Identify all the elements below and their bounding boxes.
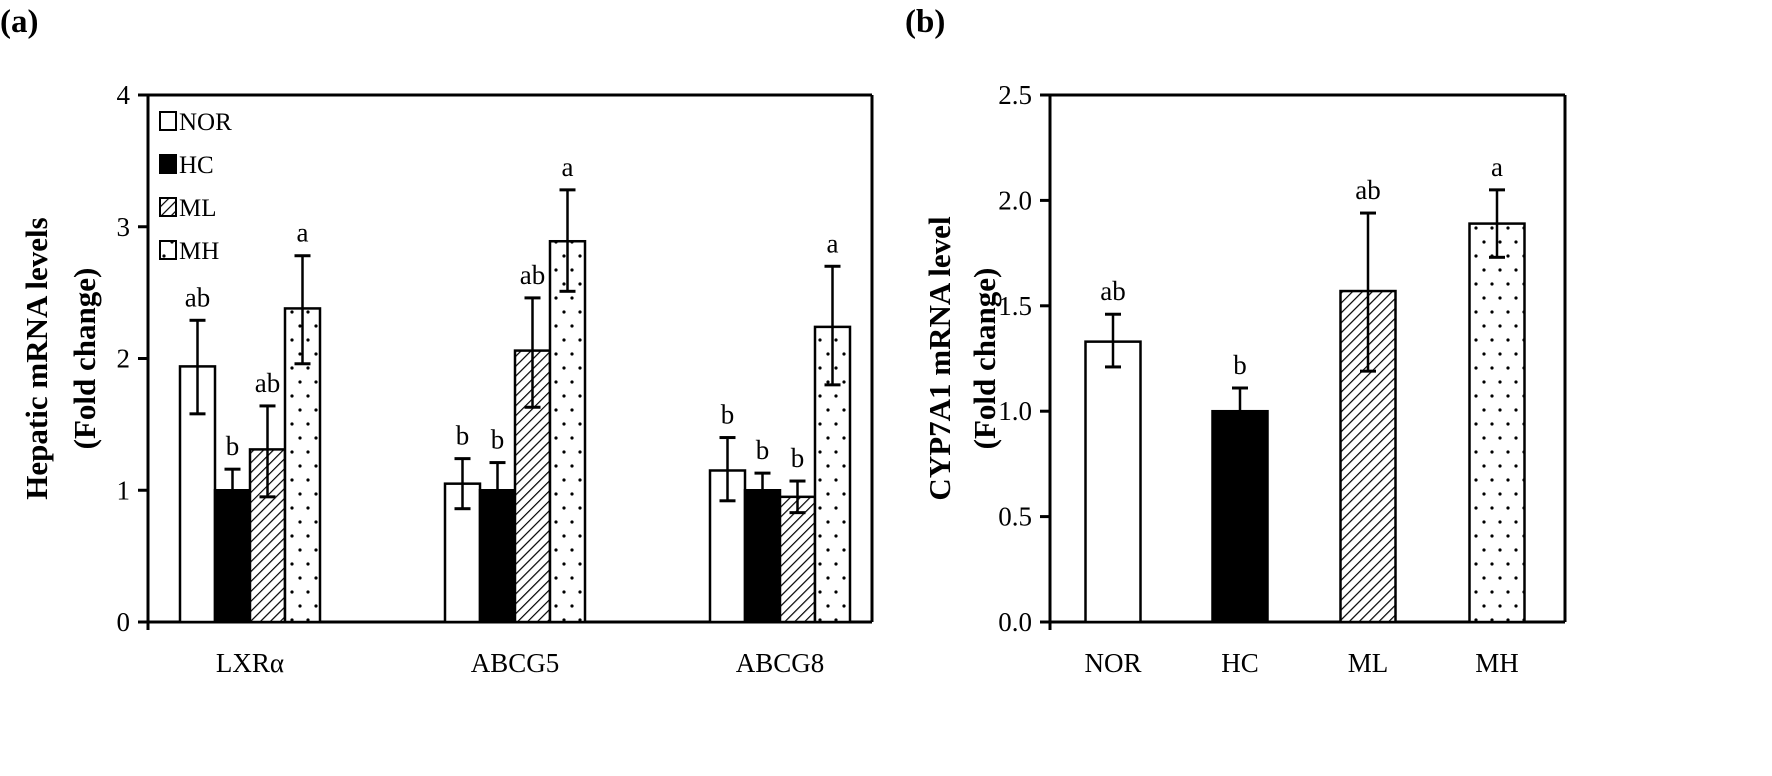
x-category-label: LXRα xyxy=(216,648,284,678)
legend-swatch xyxy=(159,197,177,217)
legend-swatch xyxy=(159,154,177,174)
significance-letter: ab xyxy=(1100,276,1125,306)
significance-letter: b xyxy=(756,435,770,465)
y-axis-title: CYP7A1 mRNA level xyxy=(922,216,957,501)
significance-letter: ab xyxy=(1355,175,1380,205)
y-axis-title-units: (Fold change) xyxy=(67,268,102,450)
bar xyxy=(1084,340,1142,624)
x-category-label: ABCG5 xyxy=(471,648,560,678)
x-category-label: HC xyxy=(1221,648,1259,678)
bar xyxy=(778,495,817,624)
y-tick-label: 3 xyxy=(117,212,131,242)
legend-label: HC xyxy=(179,152,214,179)
x-category-label: MH xyxy=(1475,648,1519,678)
y-tick-label: 0.0 xyxy=(998,607,1032,637)
significance-letter: b xyxy=(721,400,735,430)
y-tick-label: 4 xyxy=(117,80,131,110)
y-tick-label: 2.0 xyxy=(998,185,1032,215)
y-tick-label: 2 xyxy=(117,344,131,374)
y-tick-label: 1.5 xyxy=(998,291,1032,321)
legend-swatch xyxy=(159,111,177,131)
y-tick-label: 0.5 xyxy=(998,502,1032,532)
panel-label: (a) xyxy=(0,4,38,40)
significance-letter: ab xyxy=(185,282,210,312)
x-category-label: ABCG8 xyxy=(736,648,825,678)
significance-letter: a xyxy=(1491,152,1503,182)
significance-letter: b xyxy=(791,443,805,473)
legend-label: MH xyxy=(179,238,219,265)
legend: NOR HC ML MH xyxy=(159,109,232,265)
significance-letter: a xyxy=(562,152,574,182)
significance-letter: ab xyxy=(255,368,280,398)
bar xyxy=(743,489,782,624)
bar xyxy=(1211,409,1269,624)
panel-label: (b) xyxy=(905,4,945,40)
y-axis-title: Hepatic mRNA levels xyxy=(19,217,54,499)
bar xyxy=(1468,222,1526,624)
y-tick-label: 2.5 xyxy=(998,80,1032,110)
significance-letter: ab xyxy=(520,260,545,290)
y-tick-label: 1.0 xyxy=(998,396,1032,426)
significance-letter: b xyxy=(491,425,505,455)
y-tick-label: 0 xyxy=(117,607,131,637)
significance-letter: b xyxy=(226,431,240,461)
y-tick-label: 1 xyxy=(117,475,131,505)
bar xyxy=(548,239,587,624)
legend-label: ML xyxy=(179,195,217,222)
significance-letter: b xyxy=(456,421,470,451)
significance-letter: a xyxy=(827,228,839,258)
x-category-label: NOR xyxy=(1084,648,1141,678)
x-category-label: ML xyxy=(1348,648,1389,678)
panel-a: (a) 0 1 2 3 4 Hepatic mRNA levels (Fold change)… xyxy=(0,4,874,678)
legend-label: NOR xyxy=(179,109,232,136)
panel-b: (b) 0.0 0.5 1.0 1.5 2.0 2.5 CYP7A1 mRNA level (F… xyxy=(905,4,1567,678)
significance-letter: b xyxy=(1233,350,1247,380)
legend-swatch xyxy=(159,240,177,260)
significance-letter: a xyxy=(297,218,309,248)
y-axis-title-units: (Fold change) xyxy=(967,268,1002,450)
